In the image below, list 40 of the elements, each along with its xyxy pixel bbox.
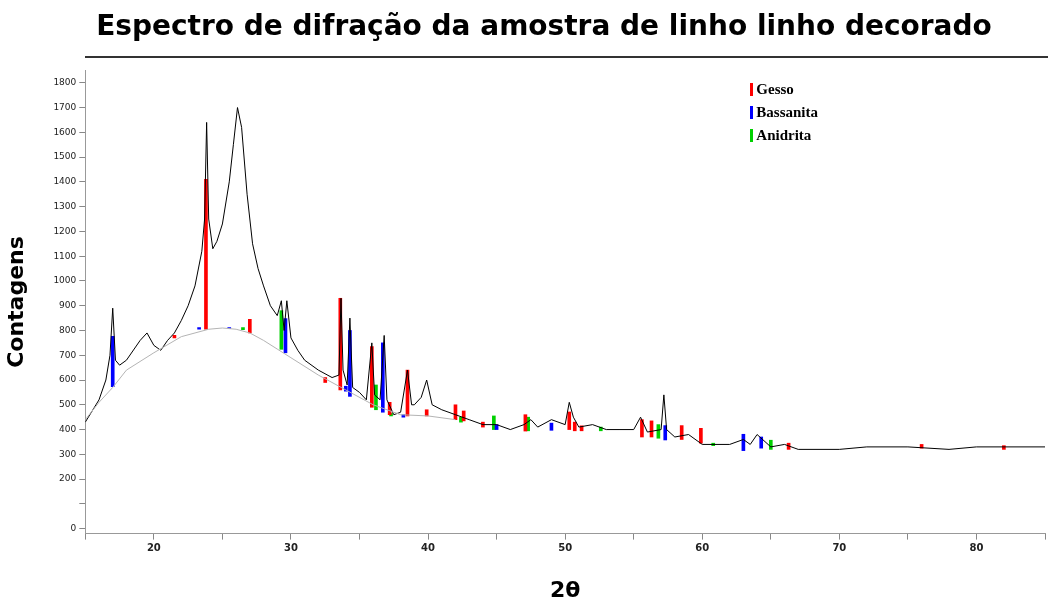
x-tick-label: 70 <box>832 542 847 554</box>
bar <box>241 327 245 331</box>
y-tick-label: 700 <box>59 349 77 360</box>
y-tick-label: 500 <box>59 399 77 410</box>
legend-label: Anidrita <box>756 126 812 145</box>
legend-label: Bassanita <box>756 103 818 122</box>
y-tick-label: 600 <box>59 374 77 385</box>
x-tick-label: 20 <box>146 542 161 554</box>
bar <box>663 425 668 441</box>
y-tick-label: 800 <box>59 324 77 335</box>
y-tick-label: 0 <box>70 522 77 533</box>
x-axis-title: 2θ <box>549 576 581 602</box>
chart-title: Espectro de difração da amostra de linho linho decorado <box>95 8 993 44</box>
y-tick-label: 1100 <box>53 250 77 261</box>
legend-label: Gesso <box>756 80 794 99</box>
y-tick-label: 900 <box>59 300 77 311</box>
bar <box>679 425 684 440</box>
x-tick-label: 60 <box>695 542 710 554</box>
y-tick-label: 1500 <box>53 151 77 162</box>
y-tick-label: 300 <box>59 448 77 459</box>
y-tick-label: 1800 <box>53 77 77 88</box>
bar <box>247 319 252 334</box>
bar <box>567 411 572 430</box>
y-axis-title: Contagens <box>2 236 28 368</box>
y-tick-label: 1000 <box>53 275 77 286</box>
y-tick-label: 1700 <box>53 101 77 112</box>
bar <box>699 428 703 444</box>
x-tick-label: 40 <box>421 542 436 554</box>
x-tick-label: 30 <box>283 542 298 554</box>
y-tick-label: 1200 <box>53 225 77 236</box>
y-tick-label: 200 <box>59 473 77 484</box>
y-tick-label: 1300 <box>53 200 77 211</box>
bar <box>759 436 764 449</box>
y-tick-label: 1400 <box>53 176 77 187</box>
bar <box>197 327 201 330</box>
bar <box>572 421 577 432</box>
y-tick-label: 400 <box>59 423 77 434</box>
x-tick-label: 80 <box>969 542 984 554</box>
y-tick-label: 1600 <box>53 126 77 137</box>
x-tick-label: 50 <box>558 542 573 554</box>
